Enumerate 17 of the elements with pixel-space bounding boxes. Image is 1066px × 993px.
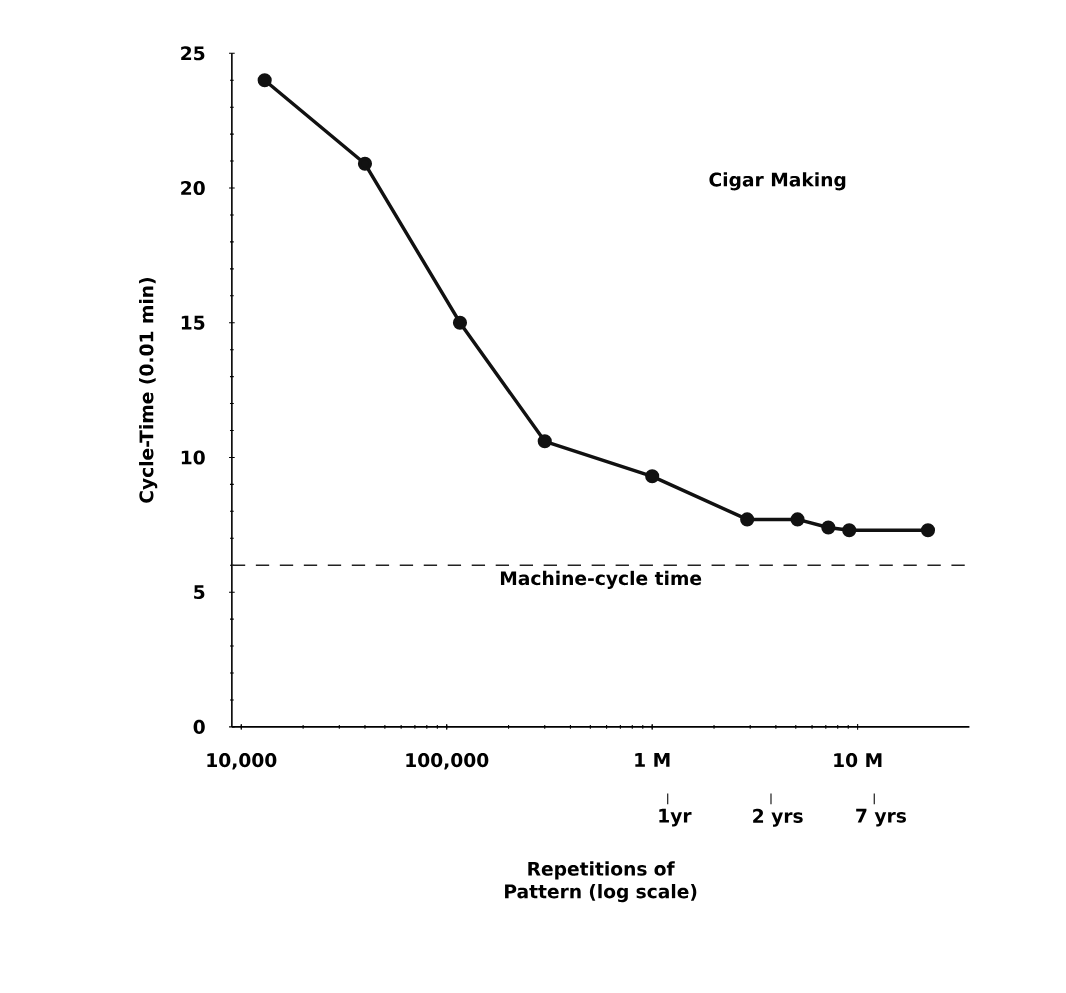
- y-tick-label: 25: [181, 46, 205, 61]
- x-tick-label: 10,000: [207, 753, 277, 770]
- annotation: Cigar Making: [709, 172, 846, 191]
- text: 1yr: [659, 809, 692, 827]
- x-axis-title: Repetitions of Pattern (log scale): [505, 861, 697, 903]
- text: 7 yrs: [856, 809, 906, 827]
- y-tick-label: 15: [181, 315, 205, 330]
- x-tick-label: 100,000: [406, 753, 489, 770]
- y-tick-label: 20: [181, 181, 205, 196]
- y-tick-label: 5: [194, 585, 205, 600]
- y-axis-title: Cycle-Time (0.01 min): [139, 278, 158, 503]
- ref-line-label: Machine-cycle time: [500, 570, 702, 590]
- y-tick-label: 10: [181, 450, 205, 465]
- text: 2 yrs: [753, 809, 803, 827]
- x-tick-label: 1 M: [635, 753, 670, 767]
- x-tick-label: 10 M: [834, 753, 882, 768]
- y-tick-label: 0: [193, 719, 205, 735]
